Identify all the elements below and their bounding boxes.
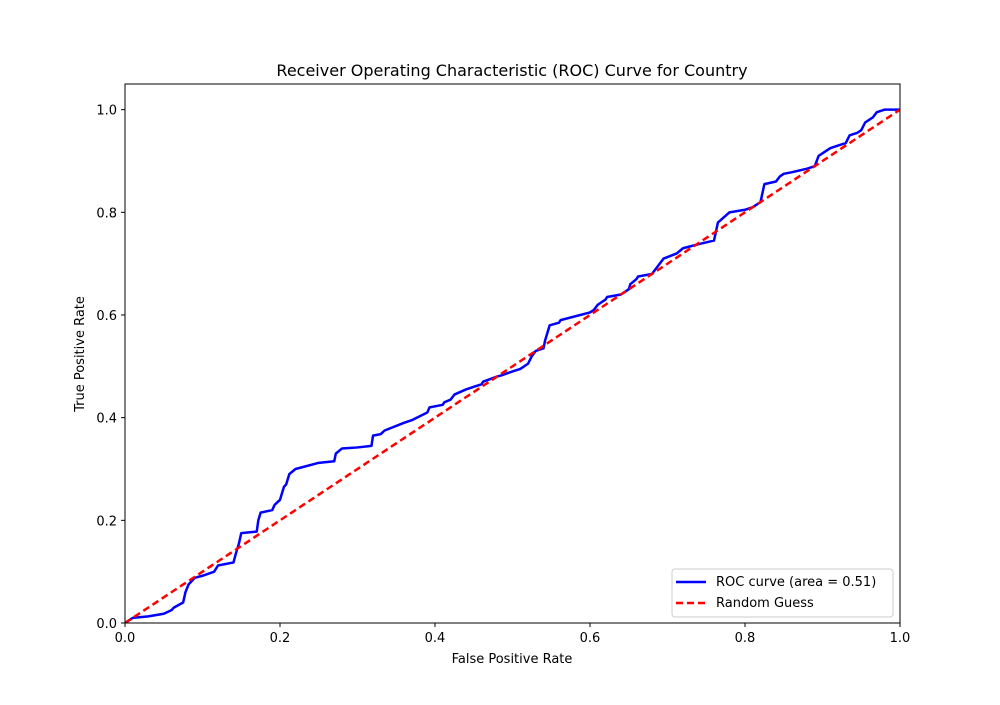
x-tick-label: 0.2 — [270, 631, 291, 646]
y-tick-label: 0.8 — [96, 206, 117, 221]
x-axis-label: False Positive Rate — [452, 652, 573, 667]
y-tick-label: 1.0 — [96, 104, 117, 119]
y-tick-label: 0.4 — [96, 412, 117, 427]
y-axis-label: True Positive Rate — [73, 296, 88, 413]
x-tick-label: 1.0 — [890, 631, 911, 646]
x-tick-label: 0.8 — [735, 631, 756, 646]
y-tick-label: 0.0 — [96, 617, 117, 632]
x-tick-label: 0.6 — [580, 631, 601, 646]
legend-box — [671, 568, 894, 618]
legend: ROC curve (area = 0.51) Random Guess — [671, 568, 894, 618]
x-tick-label: 0.4 — [425, 631, 446, 646]
legend-label-random: Random Guess — [716, 596, 814, 611]
plot-area — [125, 108, 900, 623]
y-tick-label: 0.6 — [96, 309, 117, 324]
legend-label-roc: ROC curve (area = 0.51) — [716, 575, 876, 590]
chart-title: Receiver Operating Characteristic (ROC) … — [276, 61, 747, 80]
x-axis-ticks: 0.0 0.2 0.4 0.6 0.8 1.0 — [115, 623, 911, 646]
y-axis-ticks: 0.0 0.2 0.4 0.6 0.8 1.0 — [96, 104, 125, 632]
x-tick-label: 0.0 — [115, 631, 136, 646]
y-tick-label: 0.2 — [96, 514, 117, 529]
random-guess-line — [125, 108, 900, 623]
plot-frame — [124, 83, 901, 624]
roc-curve-line — [125, 108, 900, 623]
